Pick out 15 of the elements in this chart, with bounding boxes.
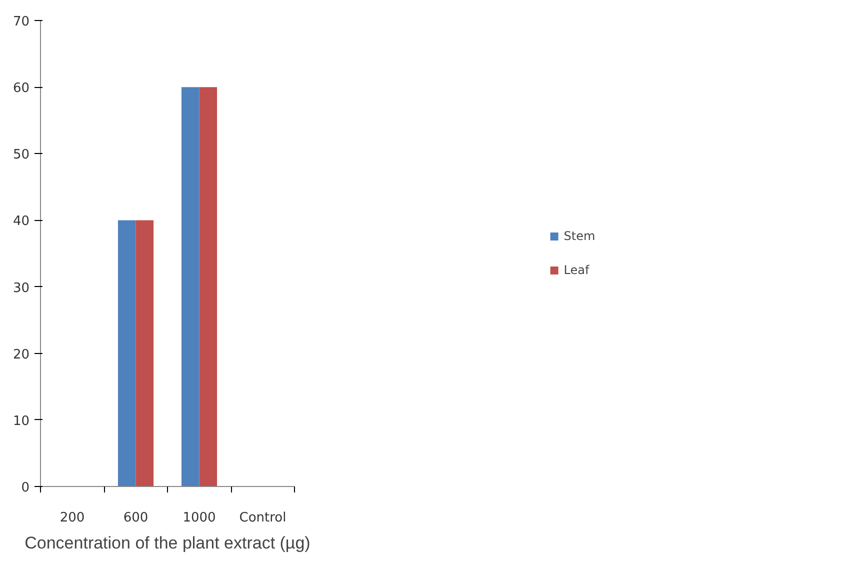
y-tick-label: 70: [12, 14, 30, 30]
y-tick-label: 20: [12, 347, 30, 362]
y-tick-label: 10: [12, 414, 30, 429]
y-tick-label: 30: [12, 280, 30, 296]
y-tick-label: 50: [12, 148, 30, 163]
y-tick-label: 0: [21, 480, 30, 496]
legend-label: Leaf: [564, 263, 590, 277]
y-tick-label: 60: [12, 81, 30, 96]
x-tick-label: 1000: [182, 510, 216, 526]
x-tick-label: 200: [60, 510, 85, 526]
y-tick-label: 40: [12, 214, 30, 230]
x-axis-title: Concentration of the plant extract (µg): [24, 534, 310, 552]
x-tick-label: Control: [239, 510, 286, 526]
legend-label: Stem: [564, 229, 596, 243]
x-tick-label: 600: [123, 510, 148, 526]
